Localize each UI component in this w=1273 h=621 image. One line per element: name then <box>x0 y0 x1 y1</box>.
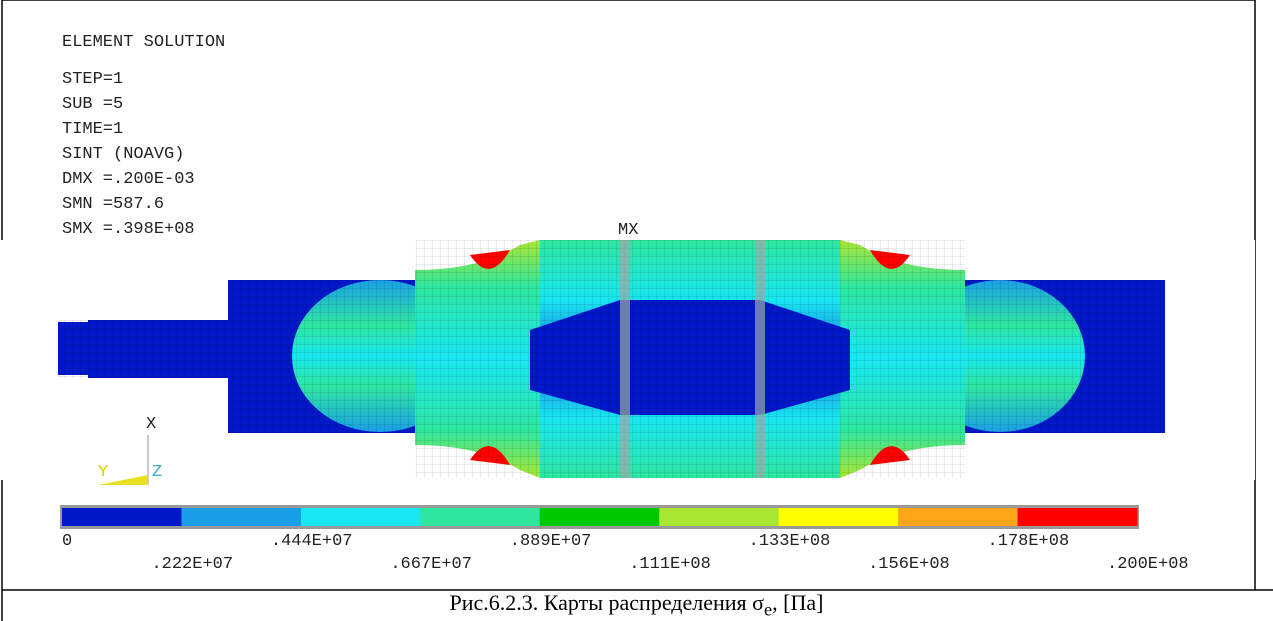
info-title: ELEMENT SOLUTION <box>62 33 225 52</box>
legend-label: .133E+08 <box>749 532 831 551</box>
legend-label: 0 <box>62 532 72 551</box>
legend-label: .156E+08 <box>868 555 950 574</box>
legend-swatch <box>300 508 421 526</box>
legend-label: .667E+07 <box>390 555 472 574</box>
legend-label: .178E+08 <box>988 532 1070 551</box>
caption-tail: , [Па] <box>772 590 824 615</box>
info-line: SMX =.398E+08 <box>62 220 195 239</box>
axis-triad: X Y Z <box>98 415 162 485</box>
legend-swatch <box>659 508 780 526</box>
legend-swatch <box>181 508 302 526</box>
info-line: SMN =587.6 <box>62 195 164 214</box>
axis-y-label: Y <box>98 463 108 482</box>
legend-label: .889E+07 <box>510 532 592 551</box>
caption-text: Рис.6.2.3. Карты распределения σ <box>449 590 765 615</box>
legend-swatch <box>778 508 899 526</box>
legend-swatch <box>62 508 182 526</box>
legend-swatch <box>420 508 541 526</box>
caption: Рис.6.2.3. Карты распределения σe, [Па] <box>0 590 1273 620</box>
legend-label: .444E+07 <box>271 532 353 551</box>
color-legend: 0 .222E+07 .444E+07 .667E+07 .889E+07 .111E+0… <box>60 505 1189 574</box>
max-marker: MX <box>618 221 638 240</box>
legend-label: .200E+08 <box>1107 555 1189 574</box>
info-line: DMX =.200E-03 <box>62 170 195 189</box>
info-line: SUB =5 <box>62 95 123 114</box>
info-line: STEP=1 <box>62 70 123 89</box>
axis-x-label: X <box>146 415 156 434</box>
legend-swatch <box>539 508 660 526</box>
info-line: TIME=1 <box>62 120 123 139</box>
legend-label: .111E+08 <box>629 555 711 574</box>
legend-swatch <box>1017 508 1138 526</box>
legend-label: .222E+07 <box>151 555 233 574</box>
axis-z-label: Z <box>152 463 162 482</box>
shaft-model <box>0 240 1255 480</box>
info-line: SINT (NOAVG) <box>62 145 184 164</box>
legend-swatch <box>898 508 1019 526</box>
caption-sub: e <box>764 599 773 620</box>
info-block: STEP=1 SUB =5 TIME=1 SINT (NOAVG) DMX =.200E… <box>62 70 195 239</box>
